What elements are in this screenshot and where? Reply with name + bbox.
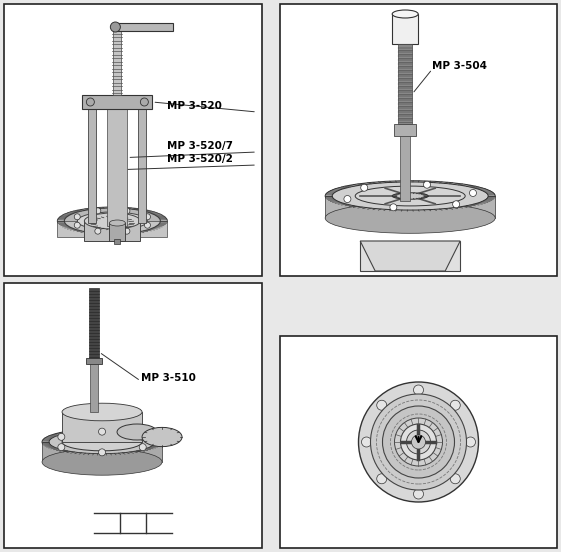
Circle shape — [74, 222, 80, 228]
Text: MP 3-520: MP 3-520 — [167, 101, 222, 111]
Bar — [62, 412, 142, 442]
Ellipse shape — [332, 182, 488, 210]
Ellipse shape — [42, 449, 162, 475]
Text: MP 3-504: MP 3-504 — [433, 61, 488, 71]
Bar — [392, 14, 418, 44]
Circle shape — [390, 204, 397, 211]
Circle shape — [361, 437, 371, 447]
Circle shape — [58, 433, 65, 440]
Ellipse shape — [84, 213, 140, 229]
Ellipse shape — [325, 203, 495, 233]
Circle shape — [58, 444, 65, 450]
Circle shape — [413, 385, 424, 395]
Circle shape — [413, 489, 424, 499]
Circle shape — [401, 424, 436, 460]
Bar — [42, 442, 162, 462]
Circle shape — [377, 474, 387, 484]
Polygon shape — [360, 241, 460, 271]
Circle shape — [370, 394, 467, 490]
Bar — [4, 4, 262, 276]
Bar — [90, 360, 98, 412]
Bar — [113, 26, 121, 95]
Ellipse shape — [42, 429, 162, 455]
Ellipse shape — [117, 424, 157, 440]
Circle shape — [394, 418, 443, 466]
Circle shape — [344, 195, 351, 203]
Ellipse shape — [355, 186, 465, 206]
Ellipse shape — [57, 207, 167, 235]
Bar — [139, 109, 146, 223]
Bar — [325, 196, 495, 218]
Bar — [84, 221, 140, 241]
Bar — [89, 288, 99, 362]
Bar — [113, 23, 173, 31]
Circle shape — [139, 433, 146, 440]
Circle shape — [383, 406, 454, 478]
Bar — [82, 95, 153, 109]
Circle shape — [358, 382, 479, 502]
Bar — [360, 241, 460, 271]
Circle shape — [453, 201, 459, 208]
Bar — [398, 44, 412, 124]
Ellipse shape — [392, 10, 418, 18]
Circle shape — [412, 435, 425, 449]
Bar — [86, 358, 102, 364]
Bar — [280, 336, 557, 548]
Bar — [114, 239, 121, 244]
Circle shape — [99, 428, 105, 435]
Circle shape — [470, 189, 476, 197]
Circle shape — [139, 444, 146, 450]
Circle shape — [95, 208, 101, 214]
Ellipse shape — [325, 181, 495, 211]
Ellipse shape — [109, 220, 125, 226]
Circle shape — [111, 22, 121, 32]
Circle shape — [95, 228, 101, 234]
Circle shape — [450, 400, 460, 410]
Text: MP 3-520/2: MP 3-520/2 — [167, 154, 233, 164]
Circle shape — [124, 228, 130, 234]
Circle shape — [74, 214, 80, 220]
Circle shape — [361, 184, 367, 191]
Ellipse shape — [62, 433, 142, 451]
Text: MP 3-520/7: MP 3-520/7 — [167, 141, 233, 151]
Circle shape — [145, 222, 150, 228]
Ellipse shape — [62, 403, 142, 421]
Circle shape — [407, 430, 430, 454]
Circle shape — [124, 208, 130, 214]
Circle shape — [86, 98, 94, 106]
Ellipse shape — [142, 427, 182, 447]
Ellipse shape — [77, 212, 148, 230]
Bar — [89, 109, 96, 223]
Bar — [107, 109, 127, 226]
Circle shape — [99, 449, 105, 456]
Circle shape — [424, 181, 430, 188]
Bar — [4, 283, 262, 548]
Bar — [109, 223, 125, 241]
Circle shape — [140, 98, 148, 106]
Bar — [394, 124, 416, 136]
Circle shape — [450, 474, 460, 484]
Circle shape — [377, 400, 387, 410]
Bar — [280, 4, 557, 276]
Bar — [57, 221, 167, 237]
Ellipse shape — [49, 431, 155, 454]
Text: MP 3-510: MP 3-510 — [141, 373, 196, 383]
Bar — [400, 136, 410, 201]
Circle shape — [466, 437, 476, 447]
Circle shape — [145, 214, 150, 220]
Ellipse shape — [392, 193, 428, 199]
